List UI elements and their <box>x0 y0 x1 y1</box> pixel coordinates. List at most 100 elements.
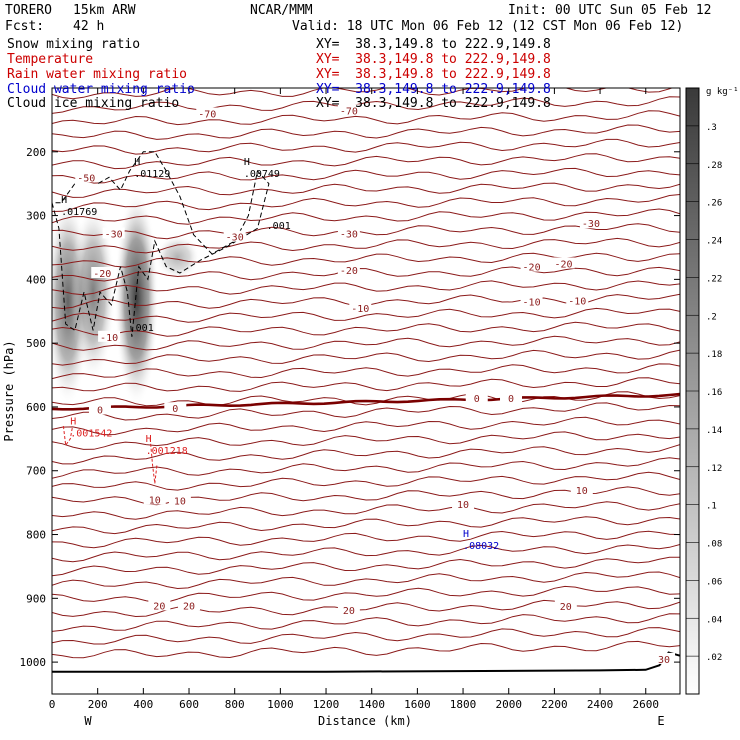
max-label-h: H <box>463 529 469 540</box>
fcst-value: 42 h <box>73 19 105 34</box>
isotherm-label: -30 <box>105 229 123 240</box>
colorbar-tick-label: .16 <box>706 388 722 398</box>
isotherm-label-bg <box>98 330 121 342</box>
isotherm-label-bg <box>579 217 602 229</box>
isotherm-line <box>52 88 674 100</box>
isotherm-label-bg <box>520 260 543 272</box>
isotherm-label: -70 <box>198 110 216 121</box>
isotherm-line <box>52 640 680 659</box>
isotherm-label-bg <box>465 392 488 404</box>
isotherm-label: -30 <box>226 233 244 244</box>
x-axis-label: Distance (km) <box>318 714 412 728</box>
field-xy-temperature: XY= 38.3,149.8 to 222.9,149.8 <box>316 52 551 67</box>
isotherm-line <box>52 544 680 563</box>
model-name: TORERO <box>5 3 52 18</box>
isotherm-line <box>52 182 680 198</box>
isotherm-label-bg <box>452 497 475 509</box>
field-xy-cloud-ice: XY= 38.3,149.8 to 222.9,149.8 <box>316 96 551 111</box>
y-tick-label: 800 <box>26 529 46 542</box>
freezing-isotherm <box>52 392 680 411</box>
isotherm-line <box>52 377 680 392</box>
x-tick-label: 800 <box>225 698 245 711</box>
snow-contour-layer <box>52 151 270 337</box>
colorbar-tick-label: .26 <box>706 199 722 209</box>
max-label-value: .00749 <box>244 169 280 180</box>
isotherm-label-bg <box>520 295 543 307</box>
isotherm-line <box>52 280 680 296</box>
isotherm-label: 10 <box>457 500 469 511</box>
isotherm-line <box>52 167 680 184</box>
isotherm-label: -50 <box>77 173 95 184</box>
field-name-rain: Rain water mixing ratio <box>7 67 188 82</box>
y-tick-label: 1000 <box>20 656 47 669</box>
isotherm-line <box>52 208 680 225</box>
x-tick-label: 0 <box>49 698 56 711</box>
field-name-cloud-ice: Cloud ice mixing ratio <box>7 96 180 111</box>
isotherm-label: 30 <box>658 655 670 666</box>
fcst-label: Fcst: <box>5 19 45 34</box>
colorbar-tick-label: .18 <box>706 350 722 360</box>
max-label-value: .001218 <box>146 446 188 457</box>
x-tick-label: 2200 <box>541 698 568 711</box>
isotherm-line <box>52 307 680 323</box>
snow-contour-line <box>52 151 270 337</box>
east-label: E <box>657 714 664 728</box>
isotherm-line <box>52 349 680 366</box>
isotherm-label-bg <box>337 603 360 615</box>
isotherm-label-bg <box>349 302 372 314</box>
isotherm-label: -30 <box>340 229 358 240</box>
isotherm-label-bg <box>91 266 114 278</box>
x-tick-label: 1400 <box>358 698 385 711</box>
field-name-cloud-water: Cloud water mixing ratio <box>7 82 195 97</box>
x-tick-label: 2400 <box>587 698 614 711</box>
isotherm-line <box>52 110 680 126</box>
isotherm-label: -20 <box>340 266 358 277</box>
isotherm-line <box>52 471 680 491</box>
isotherm-line <box>52 138 680 155</box>
colorbar-tick-label: .1 <box>706 502 717 512</box>
isotherm-line <box>52 613 680 632</box>
y-tick-label: 300 <box>26 210 46 223</box>
isotherm-label-bg <box>164 402 187 414</box>
isotherm-label: 10 <box>149 495 161 506</box>
rain-contour-line <box>149 438 158 484</box>
colorbar-tick-label: .12 <box>706 464 722 474</box>
plot-frame <box>51 87 681 695</box>
isotherm-line <box>52 266 680 282</box>
isotherm-line <box>52 252 680 268</box>
colorbar-tick-label: .14 <box>706 426 722 436</box>
isotherm-line <box>52 530 680 549</box>
field-xy-snow: XY= 38.3,149.8 to 222.9,149.8 <box>316 37 551 52</box>
isotherm-label: 0 <box>97 405 103 416</box>
max-label-h: H <box>146 434 152 445</box>
isotherm-line <box>52 457 680 479</box>
x-tick-label: 1800 <box>450 698 477 711</box>
contour-annotations: -70 -70 -50 -30 -30 -30 -30 -20 -20 -20 -20 -10 -10 -… <box>61 104 676 666</box>
isotherm-label-bg <box>168 494 191 506</box>
x-tick-label: 2600 <box>632 698 659 711</box>
isotherm-line <box>52 321 680 337</box>
isotherm-line <box>52 571 680 590</box>
isotherm-label-bg <box>337 227 360 239</box>
terrain-line <box>52 651 681 673</box>
y-tick-label: 700 <box>26 465 46 478</box>
isotherm-label-bg <box>552 257 575 269</box>
isotherm-line <box>52 363 680 380</box>
max-label-value: .01129 <box>134 169 170 180</box>
isotherm-label: 20 <box>343 606 355 617</box>
colorbar-tick-label: .08 <box>706 540 722 550</box>
x-axis: 0 200 400 600 800 1000 1200 1400 1600 1800 2000 220… <box>49 88 659 711</box>
y-tick-label: 500 <box>26 337 46 350</box>
colorbar-unit: g kg⁻¹ <box>706 87 739 97</box>
isotherm-label: -10 <box>523 298 541 309</box>
isotherm-label-bg <box>102 227 125 239</box>
colorbar-tick-label: .28 <box>706 161 722 171</box>
snow-shading-blob <box>114 190 159 407</box>
max-label-value: .08032 <box>463 541 499 552</box>
isotherm-line <box>52 402 680 421</box>
temperature-contour-layer <box>52 88 680 659</box>
isotherm-line <box>52 416 680 436</box>
max-label-value: .01769 <box>61 207 97 218</box>
field-name-temperature: Temperature <box>7 52 94 67</box>
